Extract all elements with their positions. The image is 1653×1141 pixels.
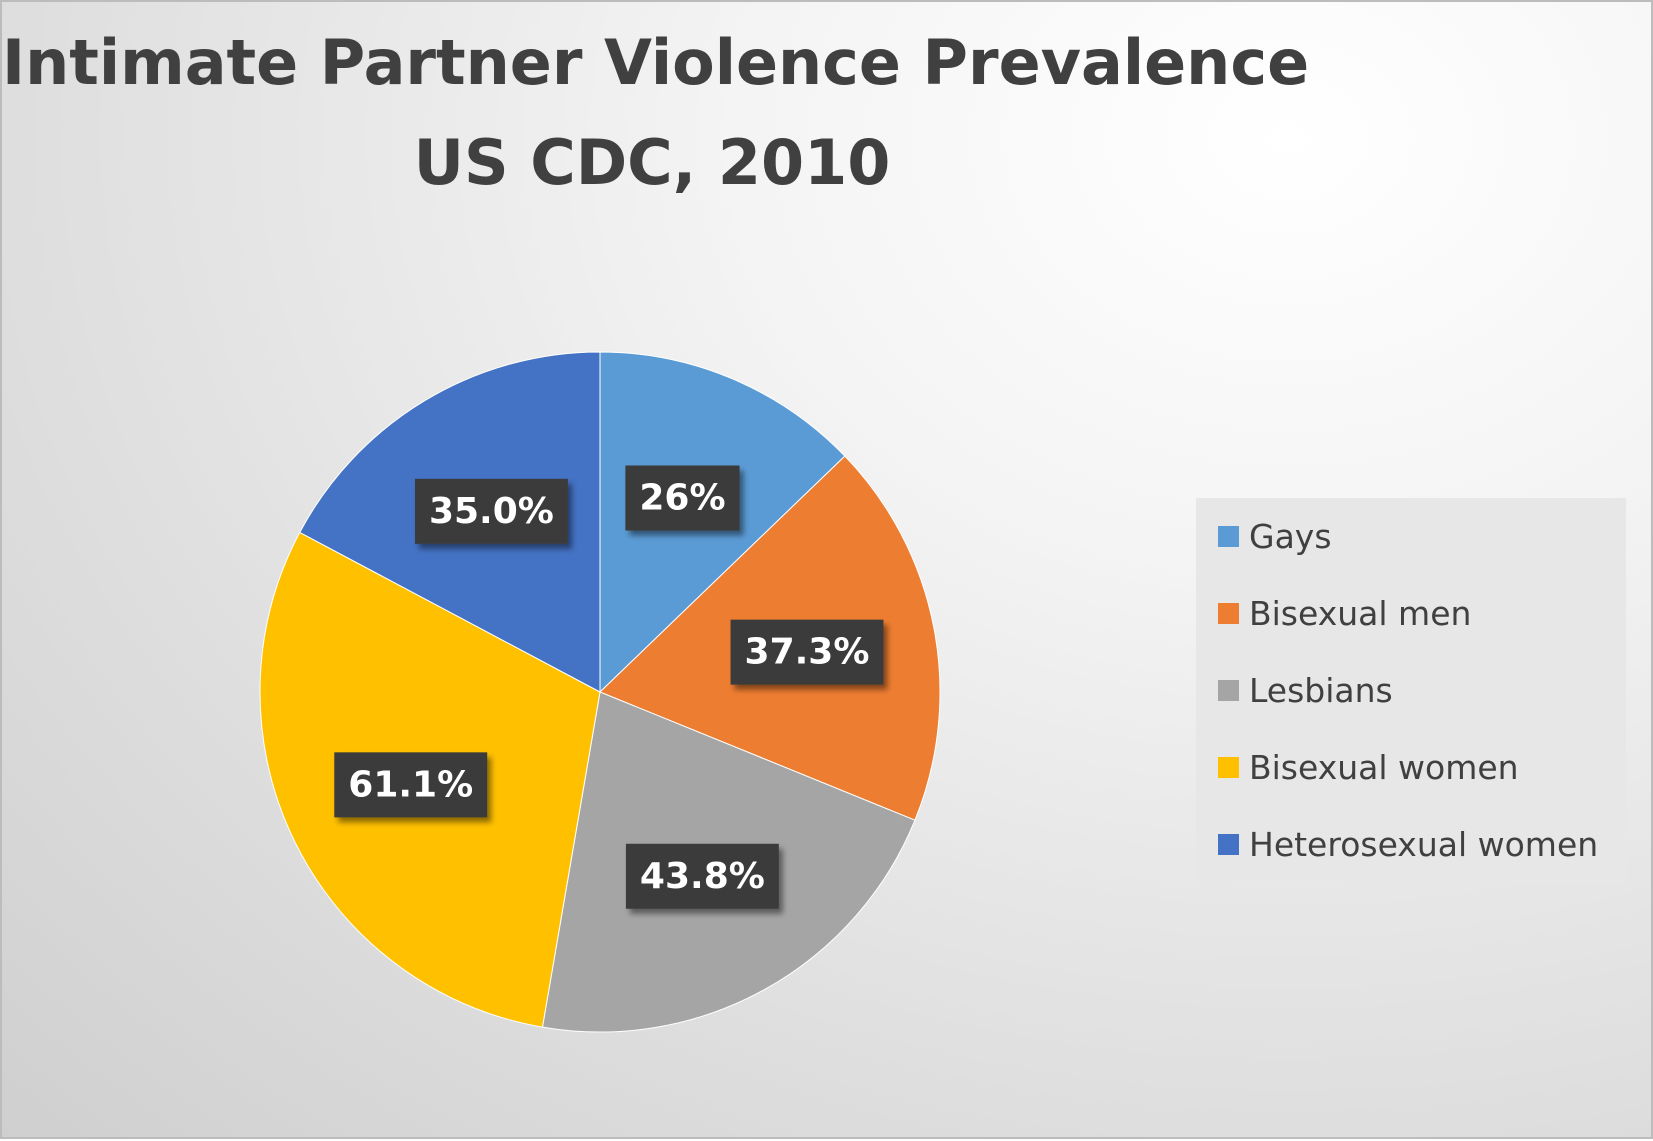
legend: Gays Bisexual men Lesbians Bisexual women He… (1196, 498, 1626, 885)
data-label-box (625, 465, 740, 531)
legend-swatch (1218, 833, 1239, 855)
data-label-text: 43.8% (640, 856, 765, 897)
chart-subtitle: US CDC, 2010 (413, 126, 891, 199)
data-label-box (625, 843, 779, 909)
data-label-gays: 26% (625, 465, 740, 531)
data-label-lesbians: 43.8% (625, 843, 779, 909)
data-label-box (730, 619, 884, 685)
legend-item-lesbians: Lesbians (1218, 670, 1393, 710)
data-label-heterosexual-women: 35.0% (414, 478, 568, 544)
chart-title: Intimate Partner Violence Prevalence (2, 26, 1310, 99)
data-label-text: 37.3% (745, 632, 870, 673)
legend-item-gays: Gays (1218, 516, 1332, 556)
legend-swatch (1218, 756, 1239, 778)
data-label-text: 61.1% (348, 764, 473, 805)
data-label-text: 26% (639, 478, 725, 519)
data-label-bisexual-men: 37.3% (730, 619, 884, 685)
legend-label: Gays (1249, 516, 1332, 556)
data-label-text: 35.0% (429, 491, 554, 532)
legend-label: Lesbians (1249, 670, 1393, 710)
data-label-box (334, 752, 488, 818)
legend-item-bisexual-men: Bisexual men (1218, 593, 1471, 633)
legend-label: Bisexual women (1249, 747, 1519, 787)
data-label-box (414, 478, 568, 544)
legend-item-bisexual-women: Bisexual women (1218, 747, 1519, 787)
legend-swatch (1218, 679, 1239, 701)
legend-item-heterosexual-women: Heterosexual women (1218, 824, 1598, 864)
legend-label: Heterosexual women (1249, 824, 1599, 864)
legend-swatch (1218, 602, 1239, 624)
legend-swatch (1218, 525, 1239, 547)
data-label-bisexual-women: 61.1% (334, 752, 488, 818)
legend-label: Bisexual men (1249, 593, 1472, 633)
